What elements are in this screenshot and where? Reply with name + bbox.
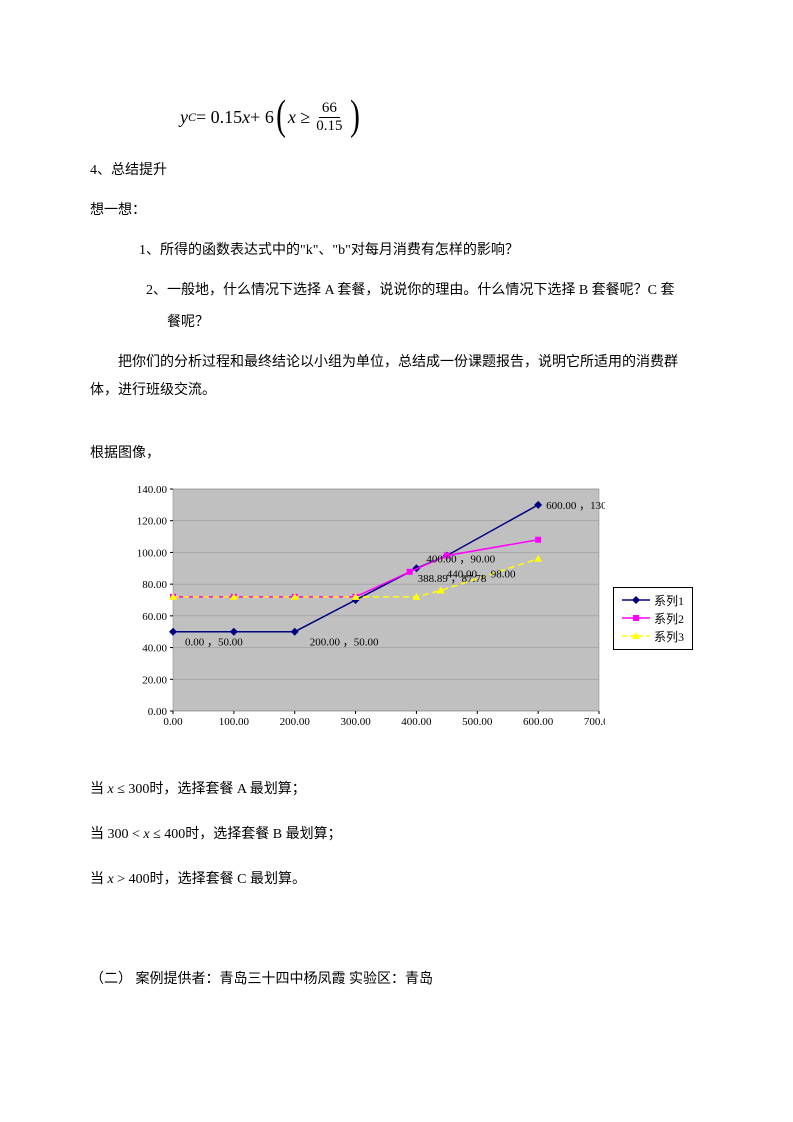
formula-lhs: y <box>180 107 188 128</box>
svg-text:120.00: 120.00 <box>137 516 168 528</box>
conclusion-3: 当 x > 400时，选择套餐 C 最划算。 <box>90 868 703 888</box>
svg-text:500.00: 500.00 <box>462 716 493 728</box>
legend-label-1: 系列1 <box>654 592 684 609</box>
frac-numerator: 66 <box>319 100 340 118</box>
question-1: 1、所得的函数表达式中的"k"、"b"对每月消费有怎样的影响？ <box>90 237 703 265</box>
svg-text:300.00: 300.00 <box>340 716 371 728</box>
question-2-line1: 2、一般地，什么情况下选择 A 套餐，说说你的理由。什么情况下选择 B 套餐呢？… <box>90 277 703 305</box>
conclusion-1: 当 x ≤ 300时，选择套餐 A 最划算； <box>90 778 703 798</box>
chart-svg: 0.00 20.00 40.00 60.00 80.00 100.00 120.00 140.… <box>125 483 605 753</box>
formula-yc: yC = 0.15x + 6 ( x ≥ 66 0.15 ) <box>180 100 703 134</box>
group-instruction: 把你们的分析过程和最终结论以小组为单位，总结成一份课题报告，说明它所适用的消费群… <box>90 349 703 405</box>
svg-text:0.00 ，50.00: 0.00 ，50.00 <box>185 637 243 649</box>
svg-text:100.00: 100.00 <box>137 547 168 559</box>
legend-item-1: 系列1 <box>622 592 684 609</box>
svg-text:600.00 ，130.00: 600.00 ，130.00 <box>546 500 605 512</box>
svg-text:40.00: 40.00 <box>142 643 167 655</box>
svg-text:100.00: 100.00 <box>219 716 250 728</box>
legend-label-3: 系列3 <box>654 628 684 645</box>
paren-right-icon: ) <box>351 100 361 134</box>
section-4-heading: 4、总结提升 <box>90 159 703 179</box>
svg-text:400.00 ，90.00: 400.00 ，90.00 <box>426 553 495 565</box>
line-chart: 0.00 20.00 40.00 60.00 80.00 100.00 120.00 140.… <box>125 483 705 753</box>
think-heading: 想一想： <box>90 197 703 225</box>
svg-text:600.00: 600.00 <box>523 716 554 728</box>
chart-legend: 系列1 系列2 系列3 <box>613 587 693 650</box>
svg-text:60.00: 60.00 <box>142 611 167 623</box>
svg-text:700.00: 700.00 <box>584 716 605 728</box>
formula-x1: x <box>242 107 250 128</box>
footer-attribution: （二） 案例提供者：青岛三十四中杨凤霞 实验区：青岛 <box>90 968 703 988</box>
legend-item-3: 系列3 <box>622 628 684 645</box>
formula-sub: C <box>188 110 196 125</box>
formula-plus: + 6 <box>250 107 274 128</box>
formula-fraction: 66 0.15 <box>313 100 345 134</box>
svg-text:20.00: 20.00 <box>142 674 167 686</box>
paren-left-icon: ( <box>276 100 286 134</box>
svg-text:440.00 ，98.00: 440.00 ，98.00 <box>447 569 516 581</box>
formula-eq: = 0.15 <box>196 107 242 128</box>
svg-text:80.00: 80.00 <box>142 579 167 591</box>
svg-text:200.00: 200.00 <box>280 716 311 728</box>
question-2-line2: 餐呢？ <box>90 309 703 337</box>
svg-text:0.00: 0.00 <box>163 716 183 728</box>
legend-marker-3 <box>622 631 650 641</box>
legend-marker-1 <box>622 595 650 605</box>
conclusion-2: 当 300 < x ≤ 400时，选择套餐 B 最划算； <box>90 823 703 843</box>
formula-ge: x ≥ <box>288 107 310 128</box>
svg-text:200.00 ，50.00: 200.00 ，50.00 <box>310 637 379 649</box>
svg-text:140.00: 140.00 <box>137 484 168 496</box>
legend-label-2: 系列2 <box>654 610 684 627</box>
legend-item-2: 系列2 <box>622 610 684 627</box>
legend-marker-2 <box>622 613 650 623</box>
svg-text:400.00: 400.00 <box>401 716 432 728</box>
frac-denominator: 0.15 <box>313 118 345 135</box>
according-image: 根据图像， <box>90 440 703 468</box>
